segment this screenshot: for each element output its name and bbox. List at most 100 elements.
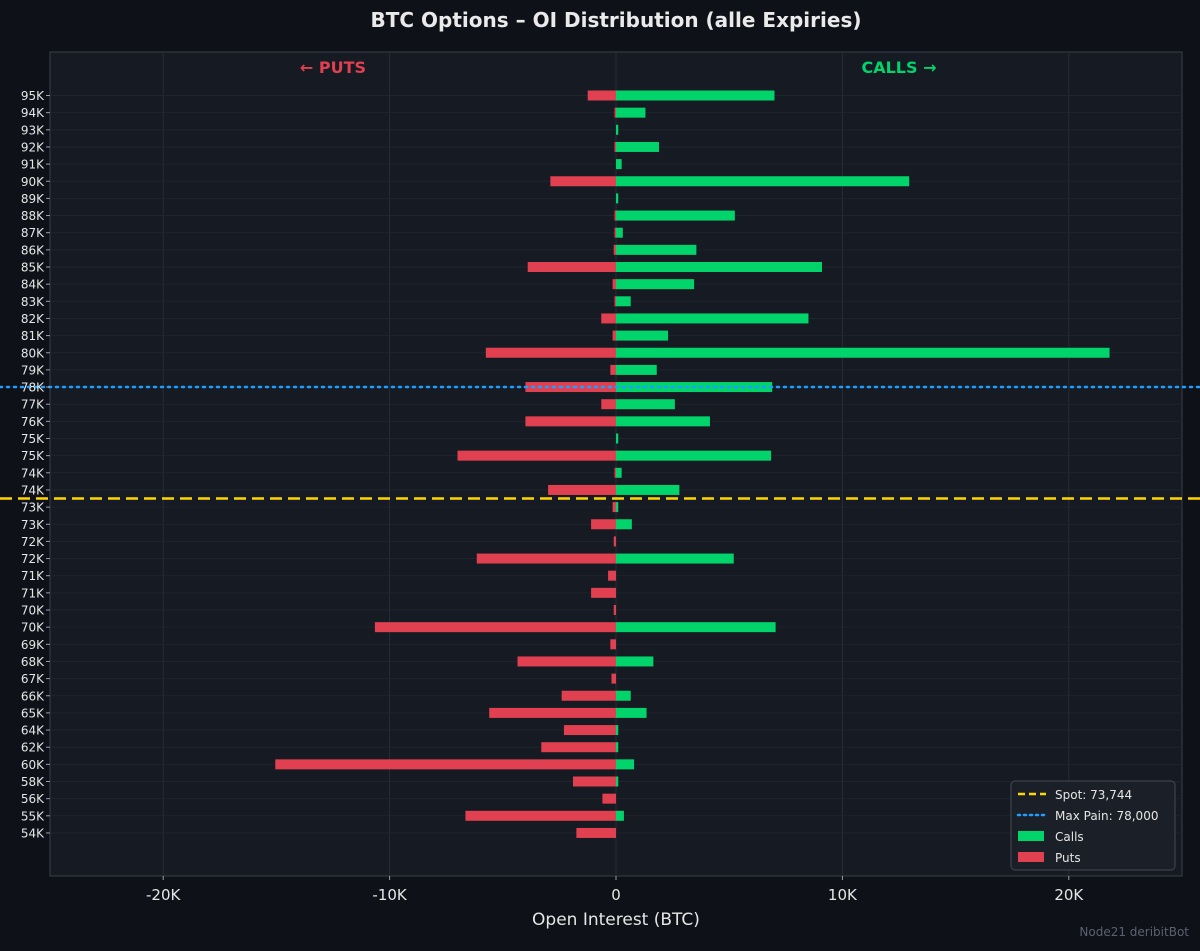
calls-bar [616,433,619,444]
calls-bar [616,244,697,255]
y-tick-label: 56K [21,792,45,806]
puts-bar [613,244,616,255]
y-tick-label: 68K [21,655,45,669]
y-tick-label: 80K [21,346,45,360]
y-tick-label: 86K [21,243,45,257]
puts-bar [601,399,616,410]
y-tick-label: 64K [21,724,45,738]
calls-bar [616,810,624,821]
puts-bar [587,90,616,101]
calls-bar [616,707,647,718]
legend-puts-label: Puts [1055,851,1081,865]
bars-layer [275,90,1110,838]
y-tick-label: 60K [21,758,45,772]
y-tick-label: 70K [21,604,45,618]
puts-bar [613,605,616,615]
x-tick-label: 10K [828,886,858,904]
puts-bar [561,690,616,701]
puts-bar [614,227,616,238]
puts-bar [550,176,616,187]
puts-bar [614,467,616,478]
y-tick-label: 95K [21,89,45,103]
y-tick-label: 74K [21,483,45,497]
y-tick-label: 74K [21,466,45,480]
puts-bar [465,810,616,821]
puts-bar [613,536,616,547]
calls-bar [616,467,622,478]
puts-bar [601,313,616,324]
calls-bar [616,279,695,290]
y-tick-label: 85K [21,261,45,275]
y-tick-label: 65K [21,706,45,720]
legend-spot-label: Spot: 73,744 [1055,788,1132,802]
puts-side-label: ← PUTS [300,58,366,77]
puts-bar [576,827,616,838]
y-tick-label: 73K [21,501,45,515]
y-tick-label: 66K [21,689,45,703]
y-tick-label: 58K [21,775,45,789]
calls-bar [616,141,660,152]
calls-bar [616,262,823,272]
calls-bar [616,690,631,701]
calls-bar [616,553,734,564]
y-tick-label: 71K [21,569,45,583]
legend: Spot: 73,744 Max Pain: 78,000 Calls Puts [1010,780,1176,871]
puts-bar [614,296,616,307]
calls-bar [616,484,680,495]
puts-bar [517,656,616,667]
calls-bar [616,725,619,736]
calls-bar [616,416,710,427]
x-axis-label: Open Interest (BTC) [532,910,700,930]
y-tick-label: 78K [21,381,45,395]
calls-bar [616,450,772,461]
x-tick-label: 0 [611,886,621,904]
y-tick-label: 71K [21,586,45,600]
puts-bar [611,673,616,684]
watermark: Node21 deribitBot [1079,925,1189,939]
chart-title: BTC Options – OI Distribution (alle Expi… [371,8,862,32]
puts-bar [610,364,616,375]
calls-bar [616,347,1110,358]
calls-bar [616,656,654,667]
puts-bar [485,347,616,358]
legend-box [1010,780,1176,871]
puts-bar [457,450,616,461]
y-tick-label: 82K [21,312,45,326]
calls-side-label: CALLS → [861,58,936,77]
y-tick-label: 72K [21,535,45,549]
calls-bar [616,176,910,187]
y-tick-label: 91K [21,158,45,172]
puts-bar [614,107,616,118]
y-tick-label: 92K [21,140,45,154]
y-tick-label: 75K [21,432,45,446]
calls-bar [616,399,675,410]
y-tick-label: 83K [21,295,45,309]
y-tick-label: 76K [21,415,45,429]
y-tick-label: 70K [21,621,45,635]
y-tick-label: 90K [21,175,45,189]
calls-bar [616,622,776,633]
calls-bar [616,107,646,118]
calls-bar [616,759,635,770]
y-tick-label: 67K [21,672,45,686]
y-tick-label: 55K [21,809,45,823]
reference-lines-layer [0,385,1200,500]
legend-maxpain-label: Max Pain: 78,000 [1055,809,1158,823]
calls-bar [616,124,619,135]
puts-bar [374,622,616,633]
y-tick-label: 54K [21,826,45,840]
y-tick-label: 72K [21,552,45,566]
y-tick-label: 75K [21,449,45,463]
calls-bar [616,502,619,513]
y-tick-label: 81K [21,329,45,343]
puts-bar [489,707,616,718]
puts-bar [527,262,616,272]
y-tick-label: 62K [21,741,45,755]
y-tick-label: 77K [21,398,45,412]
puts-bar [563,725,616,736]
puts-bar [525,416,616,427]
puts-bar [275,759,616,770]
puts-bar [572,776,616,787]
calls-bar [616,227,623,238]
